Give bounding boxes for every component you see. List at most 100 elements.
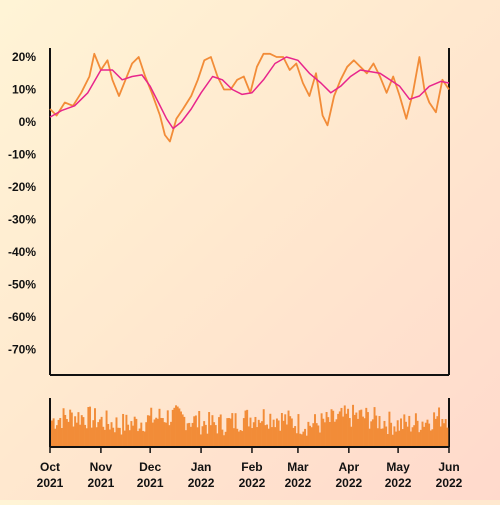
volume-bar bbox=[371, 419, 374, 446]
volume-bar bbox=[343, 405, 346, 446]
volume-bar bbox=[315, 423, 318, 446]
volume-bar bbox=[244, 410, 247, 446]
volume-bar bbox=[75, 422, 78, 446]
volume-bar bbox=[318, 432, 321, 446]
x-tick-label-year: 2022 bbox=[285, 476, 312, 490]
volume-bar bbox=[370, 421, 373, 446]
y-tick-label: -10% bbox=[8, 148, 36, 162]
volume-bar bbox=[297, 414, 300, 446]
volume-bar bbox=[266, 424, 268, 446]
volume-bar bbox=[307, 421, 310, 446]
volume-bar bbox=[132, 425, 135, 446]
volume-bar bbox=[375, 415, 378, 446]
volume-bar bbox=[310, 427, 313, 446]
volume-bar bbox=[391, 434, 394, 446]
volume-bar bbox=[90, 427, 93, 446]
volume-bar bbox=[82, 417, 85, 446]
y-tick-label: -50% bbox=[8, 278, 36, 292]
volume-bar bbox=[160, 417, 163, 446]
volume-bar bbox=[446, 427, 449, 446]
volume-bar bbox=[54, 428, 57, 446]
volume-bar bbox=[381, 428, 384, 446]
volume-bar bbox=[115, 417, 118, 446]
volume-bar bbox=[373, 407, 376, 446]
volume-bar bbox=[141, 430, 144, 446]
volume-bar bbox=[69, 409, 72, 446]
volume-bar bbox=[77, 412, 80, 446]
volume-bar bbox=[424, 422, 427, 446]
volume-bar bbox=[352, 404, 355, 446]
volume-bar bbox=[408, 415, 411, 446]
volume-bar bbox=[214, 425, 217, 446]
volume-bar bbox=[241, 431, 244, 446]
volume-bar bbox=[328, 422, 331, 446]
x-tick-label-year: 2022 bbox=[188, 476, 215, 490]
x-tick-label-month: Oct bbox=[40, 460, 60, 474]
volume-bar bbox=[184, 430, 187, 446]
volume-bar bbox=[112, 427, 115, 446]
x-tick-label-month: Apr bbox=[339, 460, 360, 474]
volume-bar bbox=[287, 410, 290, 446]
volume-bar bbox=[87, 407, 90, 446]
volume-bar bbox=[398, 430, 401, 446]
y-tick-label: -70% bbox=[8, 343, 36, 357]
volume-bar bbox=[259, 422, 262, 446]
volume-bar bbox=[120, 434, 123, 446]
volume-bar bbox=[271, 427, 273, 446]
volume-bar bbox=[72, 426, 75, 446]
volume-bar bbox=[400, 418, 402, 446]
volume-bar bbox=[314, 414, 316, 446]
volume-bar bbox=[183, 416, 186, 446]
volume-bar bbox=[175, 405, 178, 446]
volume-bar bbox=[335, 419, 338, 446]
x-tick-label-year: 2022 bbox=[335, 476, 362, 490]
volume-bar bbox=[275, 418, 278, 446]
volume-bar bbox=[168, 425, 171, 446]
volume-bar bbox=[403, 414, 406, 446]
volume-bar bbox=[55, 425, 58, 446]
volume-bar bbox=[267, 428, 270, 446]
volume-bar bbox=[150, 407, 153, 446]
volume-bar bbox=[279, 430, 282, 446]
y-tick-label: 20% bbox=[12, 50, 36, 64]
x-tick-label-year: 2021 bbox=[37, 476, 64, 490]
volume-bar bbox=[181, 414, 184, 446]
volume-bar bbox=[380, 428, 383, 446]
x-axis: Oct 2021 Nov 2021 Dec 2021 Jan 2022 Feb 2022 Mar 20… bbox=[37, 447, 463, 490]
volume-bar bbox=[223, 435, 225, 446]
y-tick-label: -30% bbox=[8, 213, 36, 227]
volume-bar bbox=[443, 423, 445, 446]
volume-bar bbox=[180, 411, 182, 446]
y-tick-label: 0% bbox=[19, 115, 37, 129]
volume-bar bbox=[357, 418, 359, 446]
volume-bar bbox=[401, 429, 404, 446]
volume-bar bbox=[125, 414, 128, 446]
volume-bar bbox=[232, 428, 235, 446]
volume-bar bbox=[130, 421, 133, 446]
raw-series-line bbox=[49, 52, 450, 143]
volume-bar bbox=[269, 413, 272, 446]
smoothed-series-line bbox=[49, 56, 450, 130]
volume-bar bbox=[127, 424, 130, 446]
volume-bar bbox=[358, 410, 361, 446]
volume-bar bbox=[94, 408, 96, 446]
volume-bar bbox=[204, 424, 207, 446]
volume-bar bbox=[211, 415, 214, 446]
volume-bar bbox=[186, 423, 189, 446]
x-tick-label-year: 2022 bbox=[239, 476, 266, 490]
volume-bar bbox=[368, 428, 371, 446]
volume-bar bbox=[74, 416, 77, 446]
volume-bar bbox=[317, 425, 320, 446]
volume-bar bbox=[148, 415, 151, 446]
volume-bar bbox=[145, 422, 148, 446]
volume-bar bbox=[434, 418, 437, 446]
volume-bar bbox=[302, 431, 305, 446]
volume-bar bbox=[89, 406, 91, 446]
volume-bar bbox=[117, 427, 120, 446]
x-tick-label-year: 2022 bbox=[436, 476, 463, 490]
volume-bar bbox=[113, 432, 116, 446]
volume-bar bbox=[196, 427, 199, 446]
volume-bar bbox=[178, 408, 181, 446]
volume-bar bbox=[421, 421, 424, 446]
volume-bar bbox=[100, 416, 103, 446]
